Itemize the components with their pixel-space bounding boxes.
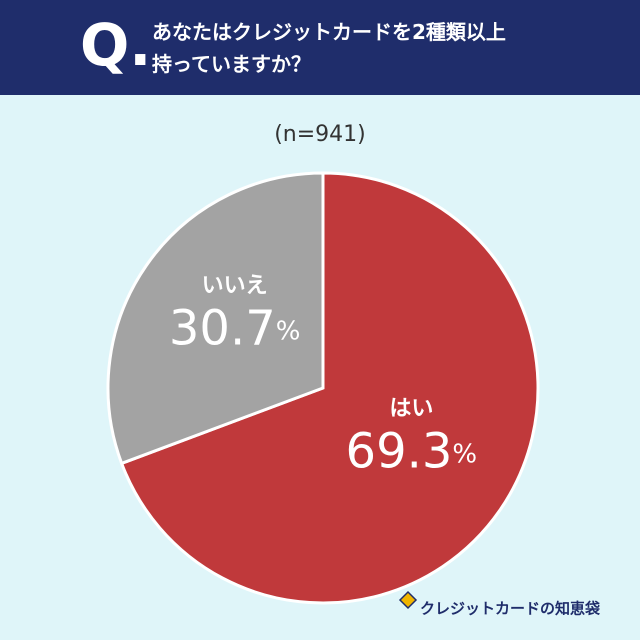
pie-slice	[119, 171, 540, 605]
brand-icon	[398, 590, 418, 610]
brand-logo: クレジットカードの知恵袋	[398, 590, 601, 618]
question-label: Q.	[80, 11, 152, 79]
slice-label: いいえ	[202, 274, 268, 299]
value-label: 69.3%	[346, 423, 478, 479]
value-label: 30.7%	[169, 301, 301, 357]
header: Q. あなたはクレジットカードを2種類以上持っていますか？	[0, 0, 640, 95]
pie-slice	[106, 171, 325, 466]
chart-title: あなたはクレジットカードを2種類以上持っていますか？	[152, 20, 506, 76]
brand-name: クレジットカードの知恵袋	[420, 600, 601, 618]
slice-label: はい	[389, 396, 433, 421]
chart-subtitle: (n=941)	[274, 122, 366, 147]
